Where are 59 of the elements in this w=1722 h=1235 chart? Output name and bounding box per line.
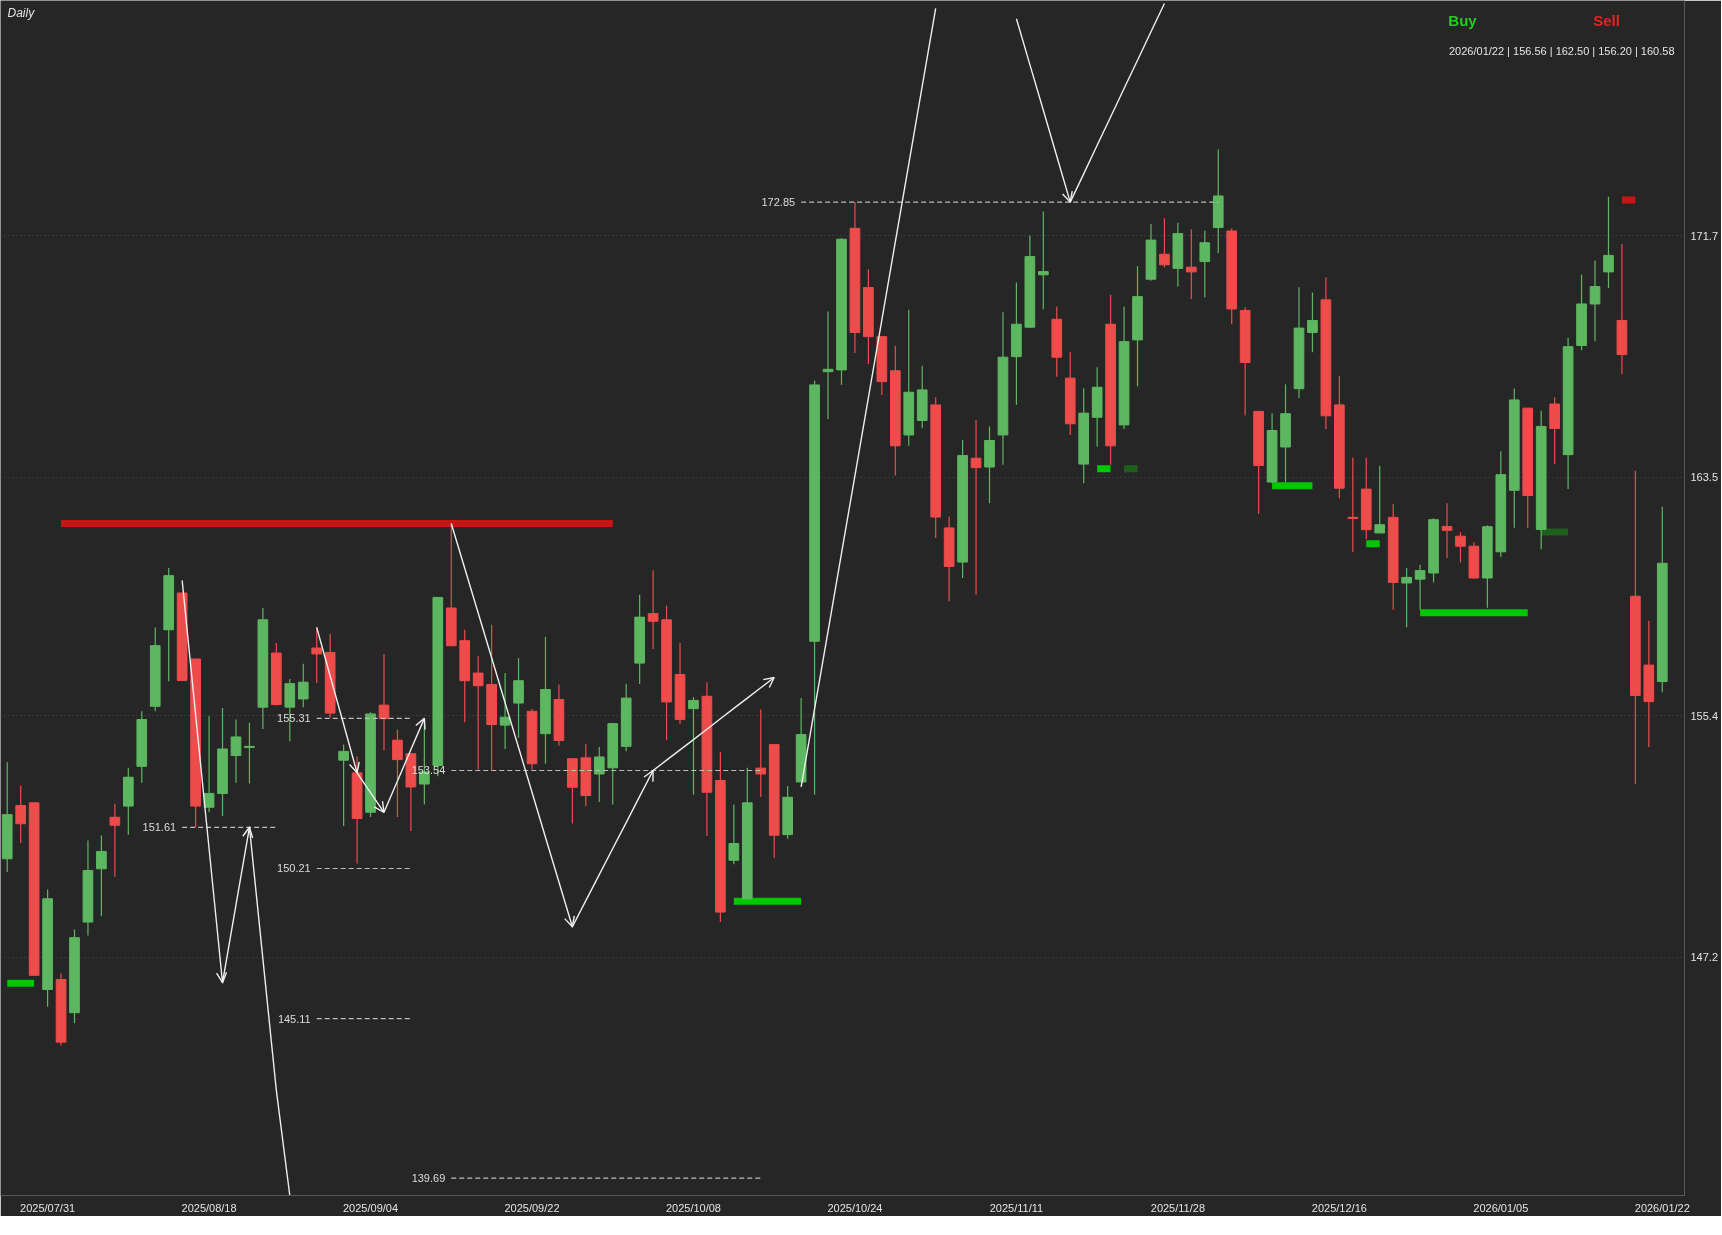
candlestick (351, 755, 363, 865)
candlestick (297, 663, 309, 708)
candlestick (513, 657, 524, 739)
candlestick (472, 655, 484, 771)
candlestick (109, 803, 121, 878)
annotation: Sell (1593, 12, 1620, 29)
candlestick (728, 804, 740, 865)
x-tick-label: 2025/09/22 (504, 1201, 560, 1214)
x-tick-label: 2025/09/04 (343, 1201, 399, 1214)
candlestick (244, 722, 255, 785)
x-tick-label: 2025/10/24 (827, 1201, 883, 1214)
x-tick-label: 2026/01/22 (1634, 1201, 1690, 1214)
candlestick (338, 743, 349, 827)
candlestick (1159, 217, 1170, 269)
candlestick (499, 672, 511, 750)
candlestick (203, 715, 215, 813)
candlestick (378, 653, 390, 751)
x-tick-label: 2026/01/05 (1473, 1201, 1529, 1214)
candlestick (822, 311, 834, 420)
candlestick (1589, 259, 1601, 342)
candlestick (1347, 457, 1359, 553)
x-tick-label: 2025/11/11 (989, 1201, 1044, 1214)
candlestick (1307, 291, 1318, 353)
annotation: 2026/01/22 | 156.56 | 162.50 | 156.20 | 160.58 (1448, 44, 1675, 57)
candlestick (311, 626, 323, 684)
y-tick-label: 163.5 (1690, 471, 1719, 484)
candlestick (1199, 230, 1211, 299)
series-label: 151.61 (142, 821, 177, 834)
x-tick-label: 2025/08/18 (181, 1201, 237, 1214)
text: Daily (7, 5, 36, 20)
candlestick (1401, 567, 1412, 628)
candlestick (392, 728, 403, 818)
y-tick-label: 147.2 (1690, 951, 1719, 964)
candlestick (688, 696, 699, 796)
candlestick (1037, 210, 1049, 310)
series-label: 139.69 (411, 1172, 446, 1185)
series-label: 145.11 (277, 1012, 311, 1025)
candlestick (970, 419, 982, 596)
candlestick (1441, 502, 1453, 559)
x-tick-label: 2025/07/31 (20, 1201, 76, 1214)
candlestick (15, 784, 27, 844)
candlestick (96, 834, 107, 917)
series-label: 150.21 (277, 862, 311, 875)
y-tick-label: 155.4 (1690, 709, 1719, 722)
x-tick-label: 2025/12/16 (1311, 1201, 1367, 1214)
annotation: Buy (1448, 12, 1478, 29)
candlestick (1603, 196, 1614, 289)
candlestick (230, 718, 242, 784)
y-tick-label: 171.7 (1690, 229, 1719, 242)
candlestick (1455, 531, 1466, 563)
candlestick (593, 746, 605, 803)
x-tick-label: 2025/11/28 (1150, 1201, 1206, 1214)
x-tick-label: 2025/10/08 (665, 1201, 722, 1214)
candlestick (647, 569, 659, 650)
candlestick (1186, 228, 1197, 300)
candlestick (1374, 465, 1386, 534)
candlestick (1414, 564, 1426, 611)
candlestick (755, 708, 767, 798)
series-label: 172.85 (761, 196, 796, 209)
